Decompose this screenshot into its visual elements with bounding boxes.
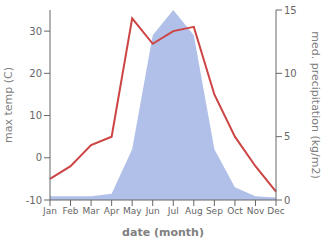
svg-text:Aug: Aug xyxy=(185,206,203,216)
svg-text:Dec: Dec xyxy=(267,206,284,216)
svg-text:Jul: Jul xyxy=(167,206,179,216)
svg-text:Mar: Mar xyxy=(83,206,100,216)
svg-text:Nov: Nov xyxy=(247,206,265,216)
svg-text:Sep: Sep xyxy=(206,206,223,216)
svg-text:Oct: Oct xyxy=(227,206,243,216)
svg-text:0: 0 xyxy=(284,195,290,206)
svg-text:0: 0 xyxy=(36,152,42,163)
svg-text:Feb: Feb xyxy=(63,206,79,216)
svg-text:30: 30 xyxy=(29,26,42,37)
svg-text:Jan: Jan xyxy=(42,206,57,216)
svg-text:Jun: Jun xyxy=(145,206,160,216)
svg-text:-10: -10 xyxy=(26,195,42,206)
svg-text:May: May xyxy=(123,206,142,216)
svg-text:Apr: Apr xyxy=(104,206,120,216)
svg-text:15: 15 xyxy=(284,5,297,16)
svg-text:10: 10 xyxy=(29,110,42,121)
svg-text:10: 10 xyxy=(284,68,297,79)
svg-text:med. precipitation (kg/m2): med. precipitation (kg/m2) xyxy=(309,31,318,179)
svg-text:5: 5 xyxy=(284,131,290,142)
svg-text:max temp (C): max temp (C) xyxy=(8,67,15,143)
svg-text:date (month): date (month) xyxy=(122,226,204,239)
svg-text:20: 20 xyxy=(29,68,42,79)
